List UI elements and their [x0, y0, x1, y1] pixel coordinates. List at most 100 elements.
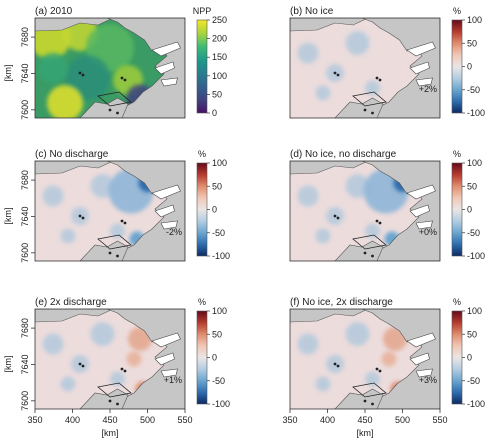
increase-patch: [381, 351, 397, 367]
change-patch: [365, 371, 380, 387]
map-area: [290, 18, 440, 118]
change-patch: [110, 223, 125, 239]
glacier-ice: [409, 61, 430, 75]
island: [375, 219, 379, 223]
colorbar-tick-label: 50: [467, 329, 477, 339]
colorbar-tick-label: 0: [212, 353, 217, 363]
glacier-ice: [415, 368, 433, 378]
island: [78, 214, 82, 218]
glacier-ice: [151, 41, 181, 57]
island: [333, 71, 337, 75]
island: [375, 367, 379, 371]
map-frame: [34, 160, 186, 262]
land-south: [334, 97, 384, 118]
colorbar-tick-label: -50: [467, 228, 480, 238]
colorbar: [451, 162, 463, 257]
land-south: [334, 388, 384, 409]
colorbar-tick-label: 100: [212, 158, 227, 168]
colorbar-tick-label: 0: [467, 353, 472, 363]
island: [333, 214, 337, 218]
colorbar: [196, 19, 208, 114]
colorbar-tick-label: -100: [212, 399, 230, 409]
land-south: [79, 388, 129, 409]
land-south: [334, 240, 384, 261]
land-north: [35, 18, 114, 32]
change-patch: [60, 228, 76, 244]
colorbar: [451, 310, 463, 405]
island: [375, 76, 379, 80]
x-tick-label: 450: [102, 415, 117, 425]
change-label: -2%: [166, 227, 182, 237]
y-tick-label: 7680: [20, 318, 30, 338]
panel-title: (c) No discharge: [35, 149, 109, 160]
x-tick-label: 350: [27, 415, 42, 425]
colorbar-tick-label: 50: [212, 181, 222, 191]
colorbar-tick-label: 150: [212, 52, 227, 62]
glacier-ice: [406, 41, 436, 57]
change-patch: [345, 31, 370, 55]
change-patch: [42, 185, 64, 207]
x-axis-label: [km]: [102, 428, 119, 438]
x-tick-label: 450: [357, 415, 372, 425]
glacier-ice: [415, 220, 433, 230]
island: [363, 108, 367, 112]
land-south: [79, 97, 129, 118]
island: [371, 402, 374, 406]
glacier-ice: [406, 184, 436, 200]
map-frame: [289, 160, 441, 262]
land-north: [290, 18, 369, 32]
x-tick-label: 550: [432, 415, 447, 425]
coastline: [352, 91, 387, 107]
change-patch: [90, 322, 115, 346]
colorbar-tick-label: 100: [467, 158, 482, 168]
npp-patch: [38, 53, 68, 83]
colorbar-unit: %: [453, 149, 461, 159]
glacier-ice: [151, 184, 181, 200]
glacier-ice: [415, 77, 433, 87]
y-tick-label: 7640: [20, 206, 30, 226]
npp-patch: [47, 85, 83, 118]
island: [336, 364, 340, 368]
colorbar-tick-label: 0: [467, 62, 472, 72]
x-tick-label: 500: [140, 415, 155, 425]
coastline: [97, 382, 132, 398]
colorbar-tick-label: 100: [212, 306, 227, 316]
change-patch: [297, 333, 319, 355]
change-patch: [90, 174, 115, 198]
glacier-ice: [160, 220, 178, 230]
colorbar-unit: %: [453, 297, 461, 307]
panel-c: (c) No discharge 7680 7640 7600 [km] -2%% 100 5…: [3, 149, 230, 263]
island: [78, 362, 82, 366]
panel-title: (d) No ice, no discharge: [290, 149, 397, 160]
x-axis-label: [km]: [357, 428, 374, 438]
panel-d: (d) No ice, no discharge +0%% 100 50 0 -50 -10…: [289, 149, 485, 262]
glacier-ice: [409, 204, 430, 218]
x-tick-label: 400: [320, 415, 335, 425]
colorbar-tick-label: 50: [212, 329, 222, 339]
map-frame: [34, 17, 186, 119]
y-tick-label: 7600: [20, 243, 30, 263]
land-south: [79, 240, 129, 261]
colorbar-tick-label: 50: [212, 89, 222, 99]
coastline: [97, 234, 132, 250]
change-patch: [365, 80, 380, 96]
change-patch: [345, 174, 370, 198]
colorbar-tick-label: -100: [467, 399, 485, 409]
colorbar-tick-label: 100: [467, 15, 482, 25]
island: [116, 402, 119, 406]
glacier-ice: [151, 332, 181, 348]
map-area: [290, 309, 440, 409]
change-label: +0%: [419, 227, 437, 237]
glacier-ice: [160, 368, 178, 378]
glacier-ice: [154, 61, 175, 75]
coastline: [97, 91, 132, 107]
colorbar-tick-label: 0: [212, 108, 217, 118]
island: [371, 254, 374, 258]
colorbar: [196, 310, 208, 405]
coastline: [352, 382, 387, 398]
island: [378, 221, 382, 225]
colorbar-tick-label: 0: [467, 205, 472, 215]
change-patch: [42, 333, 64, 355]
panel-b: (b) No ice +2%% 100 50 0 -50 -100: [289, 6, 485, 119]
